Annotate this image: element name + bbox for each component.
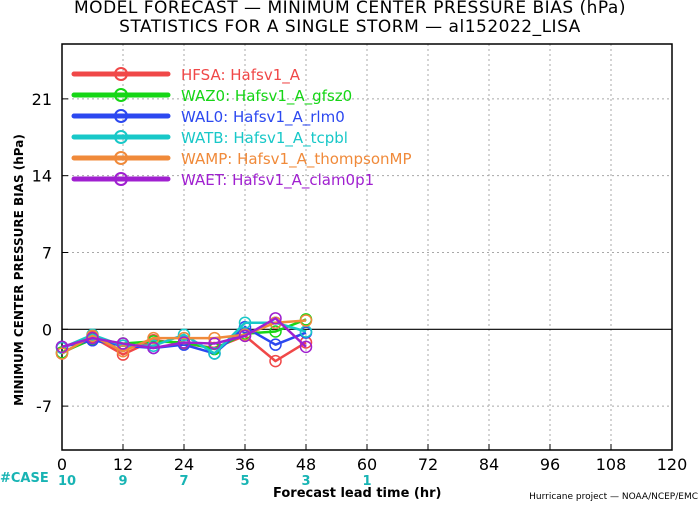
chart-title: MODEL FORECAST — MINIMUM CENTER PRESSURE… bbox=[74, 0, 626, 18]
y-tick-label: 21 bbox=[32, 90, 52, 109]
x-tick-label: 60 bbox=[357, 455, 377, 474]
series-point bbox=[269, 325, 282, 338]
series-point bbox=[269, 312, 282, 325]
series-point bbox=[208, 347, 221, 360]
x-tick-label: 120 bbox=[657, 455, 688, 474]
y-tick-label: -7 bbox=[36, 397, 52, 416]
legend-marker bbox=[114, 88, 128, 102]
case-count: 3 bbox=[301, 474, 310, 489]
y-tick-label: 7 bbox=[42, 243, 52, 262]
series-line bbox=[61, 321, 307, 355]
series-point bbox=[55, 347, 69, 360]
legend-label: WAZ0: Hafsv1_A_gfsz0 bbox=[181, 87, 352, 106]
series-point bbox=[238, 329, 252, 343]
x-tick-label: 72 bbox=[418, 455, 438, 474]
legend-label: WAMP: Hafsv1_A_thompsonMP bbox=[181, 150, 412, 169]
series-point bbox=[116, 344, 130, 358]
series-point bbox=[269, 338, 282, 351]
legend-marker bbox=[114, 67, 128, 81]
y-tick-label: 0 bbox=[42, 320, 52, 339]
series-point bbox=[147, 331, 160, 345]
legend-marker bbox=[114, 172, 128, 186]
legend-label: WATB: Hafsv1_A_tcpbl bbox=[181, 129, 348, 148]
legend-marker bbox=[114, 151, 128, 165]
series-point bbox=[147, 341, 160, 355]
legend-label: WAL0: Hafsv1_A_rlm0 bbox=[181, 108, 345, 127]
case-count: 9 bbox=[118, 474, 127, 489]
case-count: 7 bbox=[179, 474, 188, 489]
x-tick-label: 108 bbox=[596, 455, 627, 474]
x-tick-label: 12 bbox=[113, 455, 133, 474]
legend-label: WAET: Hafsv1_A_clam0p1 bbox=[181, 171, 374, 190]
x-tick-label: 0 bbox=[57, 455, 67, 474]
credit-text: Hurricane project — NOAA/NCEP/EMC bbox=[529, 492, 698, 502]
x-tick-label: 48 bbox=[296, 455, 316, 474]
x-tick-label: 24 bbox=[174, 455, 194, 474]
legend-label: HFSA: Hafsv1_A bbox=[181, 66, 301, 85]
x-tick-label: 96 bbox=[540, 455, 560, 474]
series-point bbox=[208, 337, 221, 350]
series-point bbox=[177, 328, 191, 342]
y-tick-label: 14 bbox=[32, 167, 52, 186]
case-count: 5 bbox=[240, 474, 249, 489]
series-point bbox=[299, 314, 313, 327]
series-point bbox=[238, 316, 252, 329]
legend-marker bbox=[114, 109, 128, 123]
series-point bbox=[299, 340, 313, 354]
chart-subtitle: STATISTICS FOR A SINGLE STORM — al152022… bbox=[119, 17, 581, 37]
x-tick-label: 84 bbox=[479, 455, 499, 474]
x-tick-label: 36 bbox=[235, 455, 255, 474]
series-point bbox=[269, 354, 282, 368]
series-point bbox=[86, 331, 99, 345]
case-count: 1 bbox=[362, 474, 371, 489]
series-point bbox=[177, 336, 191, 349]
case-count: 10 bbox=[58, 474, 76, 489]
series-point bbox=[116, 337, 130, 350]
legend-marker bbox=[114, 130, 128, 144]
case-count-label: #CASE bbox=[0, 471, 49, 486]
series-point bbox=[55, 340, 69, 354]
x-axis-label: Forecast lead time (hr) bbox=[273, 486, 442, 501]
series-line bbox=[61, 317, 307, 350]
